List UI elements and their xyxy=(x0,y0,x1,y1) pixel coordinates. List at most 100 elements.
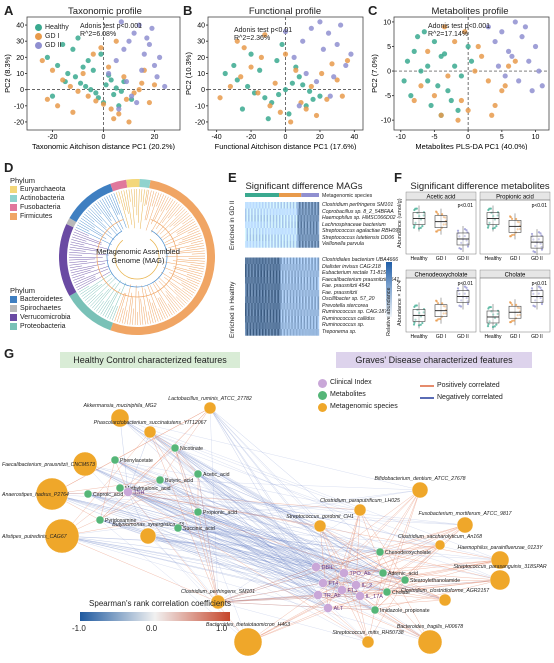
boxplot-frame xyxy=(405,277,477,333)
boxplot-point xyxy=(444,223,448,226)
heatmap-cell xyxy=(275,290,278,297)
network-edge-positive xyxy=(247,572,345,643)
heatmap-cell xyxy=(275,283,278,291)
heatmap-cell xyxy=(289,202,292,209)
heatmap-cell xyxy=(295,221,298,229)
heatmap-cell xyxy=(246,215,249,222)
heatmap-cell xyxy=(317,296,320,304)
heatmap-cell xyxy=(252,215,255,222)
heatmap-cell xyxy=(263,202,266,209)
heatmap-cell xyxy=(263,322,266,330)
tree-branch xyxy=(145,189,150,205)
data-point xyxy=(258,54,264,60)
heatmap-cell xyxy=(269,221,272,229)
data-point xyxy=(98,51,104,57)
data-point xyxy=(279,41,285,48)
heatmap-cell xyxy=(249,202,252,209)
heatmap-cell xyxy=(245,202,247,209)
heatmap-cell xyxy=(254,208,256,216)
tree-branch xyxy=(91,206,118,236)
heatmap-cell xyxy=(261,221,264,229)
network-edge-positive xyxy=(247,607,329,643)
heatmap-cell xyxy=(295,228,298,235)
network-node-label: Haemophilus_parainfluenzae_0123Y xyxy=(457,545,543,551)
network-node xyxy=(110,408,130,428)
heatmap-cell xyxy=(309,296,312,304)
heatmap-cell xyxy=(292,264,295,271)
network-node-label: TPO_Ab xyxy=(350,571,371,577)
heatmap-cell xyxy=(286,241,289,248)
heatmap-cell xyxy=(274,322,277,330)
heatmap-cell xyxy=(303,296,306,304)
heatmap-cell xyxy=(309,322,312,330)
heatmap-cell xyxy=(255,264,258,271)
data-point xyxy=(499,29,505,35)
heatmap-cell xyxy=(306,283,309,291)
heatmap-cell xyxy=(315,257,318,265)
heatmap-cell xyxy=(298,221,301,229)
heatmap-cell xyxy=(300,264,303,271)
heatmap-cell xyxy=(263,277,266,284)
network-node-legend: Clinical Index Metabolites Metagenomic s… xyxy=(318,377,398,413)
boxplot-point xyxy=(419,218,423,221)
heatmap-cell xyxy=(292,215,295,222)
boxplot-point xyxy=(512,233,516,236)
heatmap-cell xyxy=(300,316,303,323)
heatmap-cell xyxy=(311,277,314,284)
heatmap-cell xyxy=(283,296,286,304)
heatmap-cell xyxy=(305,277,307,284)
tree-branch xyxy=(169,283,191,300)
x-axis-label: Metabolites PLS-DA PC1 (40.0%) xyxy=(415,142,528,150)
network-node xyxy=(361,635,375,649)
y-axis-label: PC2 (10.3%) xyxy=(184,52,193,95)
data-point xyxy=(136,87,142,93)
heatmap-cell xyxy=(277,290,280,297)
tree-branch xyxy=(141,285,149,325)
heatmap-cell xyxy=(288,234,290,242)
heatmap-cell xyxy=(297,264,300,271)
heatmap-cell xyxy=(254,277,256,284)
tree-branch xyxy=(152,283,173,316)
boxplot-point xyxy=(487,224,490,227)
heatmap-cell xyxy=(248,322,250,330)
boxplot-point xyxy=(493,226,496,229)
data-point xyxy=(320,46,326,52)
tree-branch xyxy=(167,203,180,219)
data-point xyxy=(80,70,86,77)
heatmap-cell xyxy=(294,303,297,310)
heatmap-cell xyxy=(300,257,303,265)
heatmap-cell xyxy=(305,264,307,271)
heatmap-cell xyxy=(269,215,272,222)
heatmap-cell xyxy=(246,264,249,271)
heatmap-cell xyxy=(315,329,318,336)
heatmap-cell xyxy=(288,221,290,229)
heatmap-cell xyxy=(306,228,309,235)
tree-branch xyxy=(69,252,109,256)
heatmap-cell xyxy=(248,241,250,248)
data-point xyxy=(116,111,122,117)
heatmap-cell xyxy=(261,228,264,235)
network-node-label: Succinic_acid xyxy=(183,526,215,532)
heatmap-cell xyxy=(306,290,309,297)
network-edge-negative xyxy=(197,473,317,568)
heatmap-species-header: Metagenomic species xyxy=(322,193,373,199)
heatmap-cell xyxy=(280,234,283,242)
boxplot-point xyxy=(436,213,440,216)
heatmap-cell xyxy=(260,277,263,284)
legend-healthy-label: Healthy xyxy=(45,24,69,31)
network-edge-negative xyxy=(177,527,501,561)
data-point xyxy=(452,38,458,45)
data-point xyxy=(282,87,289,93)
heatmap-cell xyxy=(266,316,269,323)
heatmap-cell xyxy=(254,228,256,235)
x-tick-label: 0 xyxy=(284,134,288,141)
network-edge-negative xyxy=(197,473,321,527)
network-node xyxy=(143,425,157,439)
boxplot-group-label: Healthy xyxy=(411,256,428,262)
heatmap-cell xyxy=(306,303,309,310)
network-edge-positive xyxy=(355,584,446,601)
phylum-ring-segment xyxy=(69,292,114,331)
heatmap-cell xyxy=(285,270,287,278)
boxplot-frame xyxy=(405,199,477,255)
network-edge-negative xyxy=(84,463,441,546)
